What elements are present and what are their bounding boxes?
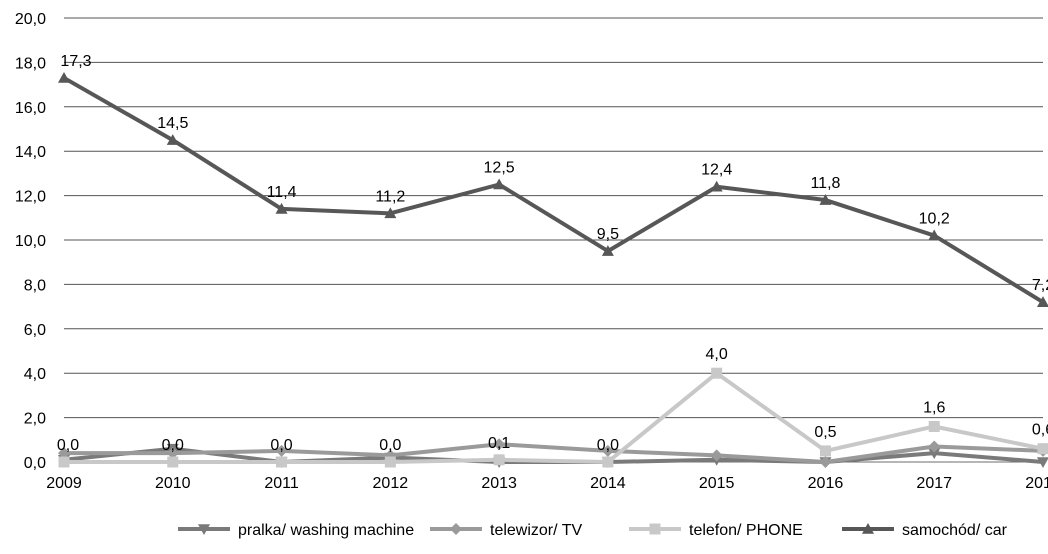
data-point [1037,443,1048,455]
x-tick-label: 2014 [590,475,626,492]
y-tick-label: 2,0 [24,411,46,428]
data-label: 14,5 [157,115,188,132]
series-line [64,442,1044,464]
data-label: 0,0 [379,437,401,454]
data-label: 0,0 [162,437,184,454]
y-tick-label: 8,0 [24,277,46,294]
data-label: 17,3 [60,53,91,70]
y-tick-label: 18,0 [15,55,46,72]
legend-item-2: telefon/ PHONE [629,522,803,539]
x-tick-label: 2013 [481,475,517,492]
data-label: 0,1 [488,435,510,452]
data-labels: 17,3 14,5 11,4 11,2 12,5 9,5 12,4 11,8 10,2 7,2 0,… [57,53,1048,454]
legend-label: pralka/ washing machine [238,522,414,539]
data-point [819,194,832,205]
data-label: 7,2 [1032,277,1048,294]
data-label: 10,2 [919,211,950,228]
data-point [276,456,288,468]
data-label: 11,4 [267,184,297,201]
data-point [711,367,723,379]
data-point [928,229,941,241]
data-label: 11,8 [810,175,840,192]
data-label: 0,0 [57,437,79,454]
data-point [58,71,70,83]
data-point [601,245,614,256]
series-line [63,76,1045,304]
data-point [710,449,723,462]
data-point [819,456,832,468]
data-label: 0,0 [270,437,292,454]
data-point [166,447,179,460]
legend-label: telewizor/ TV [490,522,583,539]
data-point [167,456,179,468]
data-label: 11,2 [375,188,405,205]
data-point [166,134,179,145]
y-tick-label: 14,0 [15,144,46,161]
data-point [493,438,506,451]
data-label: 9,5 [597,226,619,243]
x-axis: 2009 2010 2011 2012 2013 2014 2015 2016 2017 2018 [46,475,1048,492]
series-line [64,371,1044,464]
legend-label: samochód/ car [902,522,1008,539]
data-point [58,456,70,468]
legend-marker [649,523,661,535]
data-point [1037,457,1048,468]
y-tick-label: 20,0 [15,11,46,28]
data-point [275,444,288,457]
legend-item-1: telewizor/ TV [430,522,583,539]
y-axis: 0,0 2,0 4,0 6,0 8,0 10,0 12,0 14,0 16,0 18,0 20,0 [15,11,46,472]
y-tick-label: 10,0 [15,233,46,250]
y-tick-label: 16,0 [15,100,46,117]
y-tick-label: 6,0 [24,322,46,339]
y-tick-label: 4,0 [24,366,46,383]
data-point [928,448,941,460]
data-point [1037,296,1048,307]
data-point [384,456,396,468]
data-point [384,207,397,219]
legend-marker [862,523,874,534]
legend-marker [450,523,462,535]
x-tick-label: 2016 [808,475,844,492]
legend-label: telefon/ PHONE [689,522,803,539]
series-lines [58,71,1048,468]
series-2 [58,367,1048,468]
data-label: 4,0 [706,346,728,363]
data-point [928,420,940,432]
x-tick-label: 2018 [1025,475,1048,492]
y-tick-label: 0,0 [24,455,46,472]
x-tick-label: 2011 [264,475,299,492]
data-point [275,202,288,214]
data-point [58,447,70,460]
legend-item-0: pralka/ washing machine [178,522,414,539]
gridlines [64,17,1043,463]
data-label: 0,6 [1032,422,1048,439]
x-tick-label: 2010 [155,475,191,492]
data-point [819,445,831,457]
data-label: 12,5 [484,160,515,177]
x-tick-label: 2012 [373,475,409,492]
data-label: 12,4 [701,162,732,179]
series-3 [58,71,1048,307]
data-point [493,178,506,190]
data-point [493,454,505,466]
data-point [601,444,614,457]
y-tick-label: 12,0 [15,189,46,206]
legend: pralka/ washing machine telewizor/ TV tele… [178,522,1008,539]
data-point [928,440,941,453]
data-label: 0,5 [814,424,836,441]
data-label: 0,0 [597,437,619,454]
data-label: 1,6 [923,399,945,416]
legend-marker [198,524,210,535]
x-tick-label: 2009 [46,475,82,492]
x-tick-label: 2015 [699,475,735,492]
data-point [710,180,723,192]
x-tick-label: 2017 [916,475,952,492]
legend-item-3: samochód/ car [842,522,1008,539]
data-point [602,456,614,468]
